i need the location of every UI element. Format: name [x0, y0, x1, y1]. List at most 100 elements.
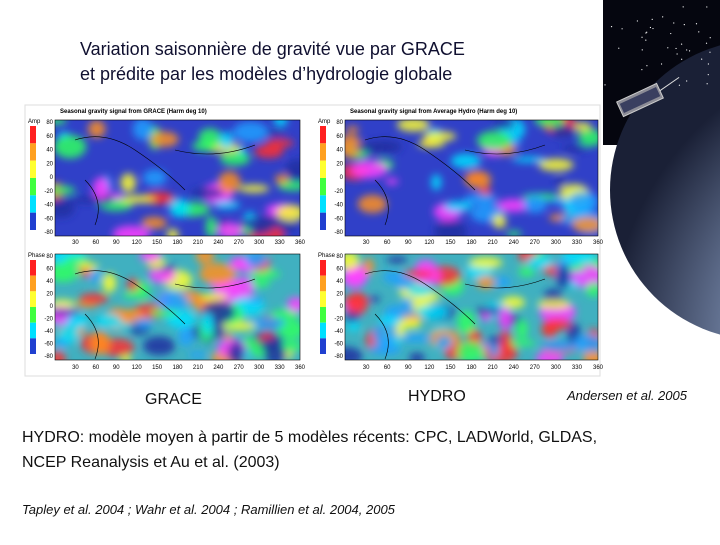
blob	[169, 198, 190, 218]
blob	[345, 296, 369, 303]
map-frame	[344, 253, 599, 361]
lon-tick: 300	[551, 240, 562, 246]
source: Andersen et al. 2005	[566, 388, 688, 403]
blob	[247, 317, 286, 329]
colorbar-step	[320, 212, 326, 230]
blob	[126, 278, 139, 292]
colorbar-step	[30, 126, 36, 144]
blob	[55, 134, 87, 159]
blob	[474, 307, 505, 315]
blob	[456, 341, 485, 360]
lat-tick: 20	[46, 292, 53, 298]
colorbar-step	[320, 126, 326, 144]
blob	[90, 330, 110, 355]
star	[662, 16, 664, 18]
lat-tick: 80	[46, 120, 53, 126]
blob	[244, 336, 256, 347]
blob	[190, 187, 224, 199]
star	[709, 37, 711, 39]
lat-tick: 60	[46, 134, 53, 140]
blob	[345, 134, 362, 159]
caption: GRACE	[145, 391, 202, 408]
star	[701, 58, 703, 60]
blob	[536, 299, 571, 309]
lon-tick: 300	[551, 365, 562, 371]
blob	[561, 145, 589, 152]
colorbar-step	[30, 160, 36, 178]
body-line: NCEP Reanalysis et Au et al. (2003)	[22, 454, 280, 471]
colorbar-step	[320, 260, 326, 276]
colorbar-step	[30, 307, 36, 323]
blob	[556, 265, 571, 289]
blob	[499, 306, 512, 330]
blob	[55, 350, 66, 360]
star	[660, 63, 663, 65]
lon-tick: 330	[275, 240, 286, 246]
blob	[586, 282, 598, 297]
blob	[468, 256, 503, 269]
lat-tick: -20	[44, 317, 53, 323]
star	[641, 69, 643, 71]
blob	[192, 140, 219, 152]
lon-tick: 180	[172, 365, 183, 371]
lat-tick: 60	[336, 267, 343, 273]
blob	[436, 335, 453, 349]
lon-tick: 270	[234, 240, 245, 246]
star	[680, 43, 683, 45]
star	[705, 42, 708, 44]
colorbar-step	[320, 275, 326, 292]
blob	[383, 271, 398, 284]
blob	[450, 153, 481, 169]
blob	[493, 120, 516, 129]
blob	[259, 338, 282, 351]
blob	[276, 204, 300, 222]
colorbar-step	[320, 291, 326, 307]
blob	[217, 222, 243, 236]
lon-tick: 150	[445, 240, 456, 246]
coastline	[74, 270, 256, 360]
colorbar-step	[320, 143, 326, 161]
star	[709, 51, 711, 53]
blob	[247, 296, 264, 304]
blob	[132, 120, 153, 141]
blob	[157, 291, 189, 311]
lon-tick: 120	[424, 240, 435, 246]
blob	[416, 305, 449, 319]
lon-tick: 60	[92, 365, 99, 371]
lat-tick: -60	[44, 216, 53, 222]
star	[646, 65, 648, 67]
lon-tick: 90	[405, 240, 412, 246]
lat-tick: 0	[340, 175, 344, 181]
blob	[87, 270, 102, 283]
lat-tick: 80	[336, 120, 343, 126]
colorbar-step	[30, 195, 36, 213]
blob	[55, 262, 79, 283]
lon-tick: 270	[530, 240, 541, 246]
lon-tick: 30	[363, 365, 370, 371]
star	[686, 80, 688, 82]
colorbar-step	[320, 338, 326, 354]
blob	[69, 196, 105, 204]
star	[618, 47, 620, 49]
lat-tick: 60	[336, 134, 343, 140]
colorbar-step	[320, 307, 326, 323]
blob	[443, 200, 473, 212]
blob	[378, 315, 401, 326]
blob	[227, 341, 245, 360]
lat-tick: 80	[336, 254, 343, 260]
blob	[493, 276, 512, 288]
blob	[363, 258, 375, 275]
blob	[92, 177, 110, 200]
map	[55, 120, 300, 236]
blob	[487, 336, 504, 345]
blob	[368, 343, 402, 355]
caption: HYDRO	[408, 388, 466, 405]
star	[673, 22, 675, 24]
star	[706, 83, 708, 85]
blob	[55, 299, 76, 309]
blob	[202, 312, 214, 335]
lon-tick: 240	[213, 240, 224, 246]
lon-tick: 120	[132, 365, 143, 371]
lon-tick: 180	[466, 240, 477, 246]
lon-tick: 210	[488, 240, 499, 246]
